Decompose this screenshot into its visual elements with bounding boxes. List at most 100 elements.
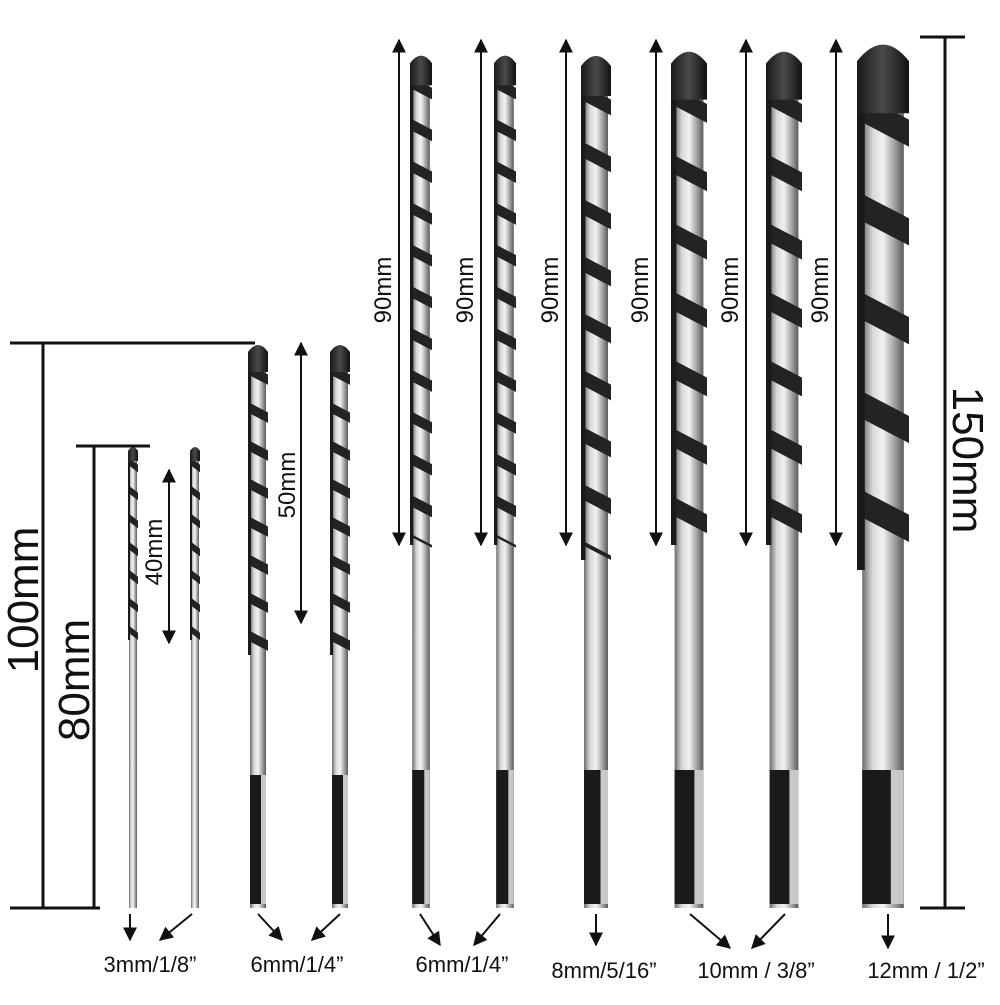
size-label-3mm: 3mm/1/8”	[104, 952, 197, 977]
flute-edge	[766, 78, 772, 545]
flute-band	[410, 452, 432, 476]
flute-band	[581, 255, 611, 287]
bit-flutes	[190, 455, 200, 640]
flute-band	[128, 485, 138, 501]
flute-band	[128, 597, 138, 613]
pointer-10mm-b	[751, 913, 786, 950]
hex-highlight	[424, 770, 430, 904]
bit-shank	[674, 78, 704, 908]
bit-carbide-tip	[410, 55, 432, 86]
hex-highlight	[789, 770, 799, 904]
flute-band	[494, 494, 516, 518]
label-100mm: 100mm	[0, 527, 48, 674]
hex-highlight	[694, 770, 704, 904]
flute-band	[330, 440, 350, 461]
pointer-6mm-short-a	[257, 913, 283, 942]
bit-flutes	[494, 72, 516, 548]
hex-highlight	[343, 775, 348, 904]
flute-band	[494, 410, 516, 434]
flute-band	[248, 516, 268, 537]
hex-highlight	[261, 775, 266, 904]
flute-band	[248, 554, 268, 575]
bit-carbide-tip	[671, 51, 707, 100]
drill-bit-bit-3mm-a	[128, 447, 138, 908]
flute-band	[410, 327, 432, 351]
flute-band	[494, 285, 516, 309]
flute-band	[581, 540, 611, 560]
flute-band	[190, 485, 200, 501]
flute-band	[494, 243, 516, 267]
flute-edge	[190, 455, 192, 640]
flute-band	[671, 495, 707, 534]
label-90mm-3: 90mm	[537, 257, 564, 324]
flute-band	[581, 141, 611, 173]
flute-band	[766, 222, 802, 260]
flute-band	[410, 160, 432, 183]
hex-highlight	[508, 770, 514, 904]
flute-band	[671, 358, 707, 397]
bit-flutes	[857, 82, 909, 570]
flute-band	[330, 554, 350, 575]
flute-band	[857, 487, 909, 542]
flute-band	[857, 290, 909, 345]
size-label-6mm-short: 6mm/1/4”	[251, 952, 344, 977]
flute-band	[494, 160, 516, 183]
drill-bit-bit-8mm	[581, 56, 611, 908]
flute-band	[581, 426, 611, 458]
flute-band	[128, 541, 138, 557]
drill-bit-bit-12mm	[857, 44, 909, 908]
bit-carbide-tip	[128, 447, 138, 461]
size-pointers	[123, 913, 895, 950]
label-90mm-6: 90mm	[807, 257, 834, 324]
label-90mm-5: 90mm	[717, 257, 744, 324]
size-label-6mm-long: 6mm/1/4”	[416, 952, 509, 977]
flute-band	[494, 118, 516, 142]
bit-shank	[769, 78, 799, 908]
bit-shank	[250, 360, 266, 908]
flute-band	[671, 290, 707, 329]
flute-edge	[671, 78, 677, 545]
flute-band	[581, 483, 611, 515]
flute-band	[581, 369, 611, 401]
bit-carbide-tip	[330, 345, 350, 372]
drill-bit-bit-6mm-long-b	[494, 55, 516, 908]
flute-band	[494, 533, 516, 548]
flute-band	[330, 630, 350, 651]
size-label-12mm: 12mm / 1/2”	[867, 958, 984, 983]
flute-edge	[581, 78, 586, 560]
hex-highlight	[600, 770, 608, 904]
flute-band	[248, 592, 268, 613]
flute-band	[248, 478, 268, 499]
size-labels: 3mm/1/8” 6mm/1/4” 6mm/1/4” 8mm/5/16” 10m…	[104, 952, 985, 983]
drill-bit-bit-10mm-a	[671, 51, 707, 908]
flute-band	[766, 358, 802, 397]
flute-edge	[494, 72, 498, 545]
flute-band	[410, 285, 432, 309]
pointer-6mm-short-b	[310, 913, 341, 941]
bit-carbide-tip	[766, 51, 802, 100]
flute-band	[766, 427, 802, 465]
label-90mm-4: 90mm	[627, 257, 654, 324]
flute-band	[766, 290, 802, 329]
pointer-6mm-long-b	[473, 913, 501, 947]
flute-band	[128, 625, 138, 640]
label-150mm: 150mm	[943, 387, 992, 534]
label-50mm: 50mm	[274, 452, 301, 519]
bit-flutes	[128, 455, 138, 640]
flute-band	[494, 201, 516, 225]
flute-edge	[330, 360, 333, 655]
hex-highlight	[890, 770, 904, 904]
flute-band	[410, 533, 432, 548]
flute-band	[190, 569, 200, 585]
bit-carbide-tip	[190, 447, 200, 461]
pointer-6mm-long-a	[419, 913, 441, 947]
flute-band	[581, 312, 611, 344]
flute-band	[766, 153, 802, 192]
flute-band	[494, 327, 516, 351]
bits-layer	[128, 44, 909, 908]
bit-flutes	[766, 78, 802, 545]
label-90mm-1: 90mm	[370, 257, 397, 324]
flute-band	[410, 243, 432, 267]
drill-bit-bit-3mm-b	[190, 447, 200, 908]
